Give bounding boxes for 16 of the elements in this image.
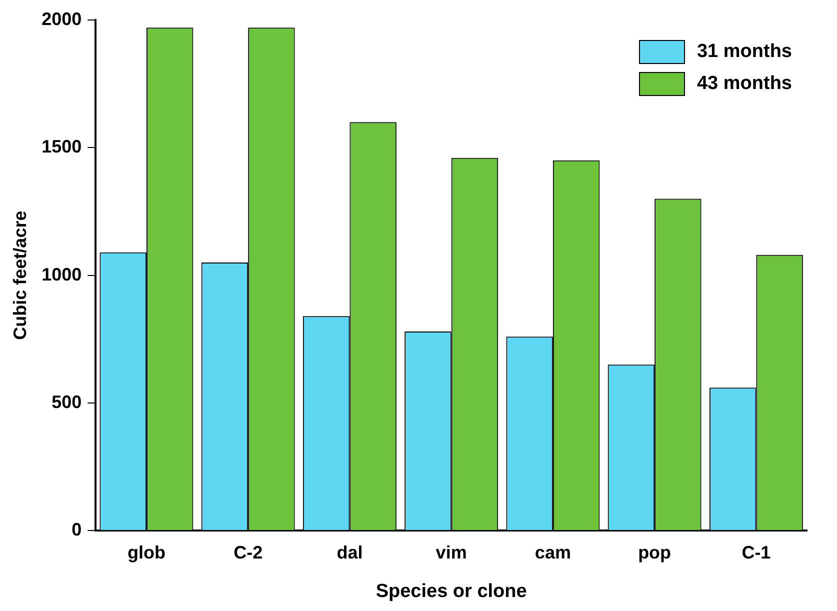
y-tick-label: 0 — [72, 520, 82, 540]
y-axis-title: Cubic feet/acre — [10, 210, 30, 340]
x-tick-label: C-2 — [234, 542, 263, 562]
x-tick-label: pop — [638, 542, 672, 562]
y-tick-label: 500 — [52, 392, 82, 412]
x-tick-label: vim — [436, 542, 467, 562]
x-tick-label: dal — [336, 542, 363, 562]
x-tick-label: C-1 — [742, 542, 771, 562]
x-tick-label: cam — [534, 542, 571, 562]
y-tick-label: 2000 — [42, 8, 82, 29]
y-tick-label: 1000 — [42, 264, 82, 284]
legend-label: 43 months — [696, 73, 792, 95]
y-tick-label: 1500 — [42, 136, 82, 157]
legend-label: 31 months — [696, 41, 792, 63]
x-axis-title: Species or clone — [376, 580, 527, 602]
x-tick-label: glob — [127, 542, 166, 562]
